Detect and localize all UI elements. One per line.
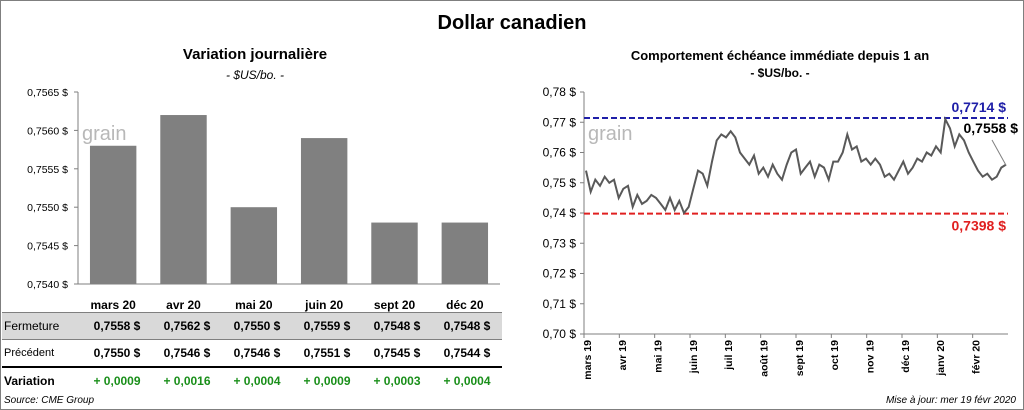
- table-cell: + 0,0003: [373, 374, 421, 388]
- right-chart-title: Comportement échéance immédiate depuis 1…: [630, 48, 930, 63]
- table-row-previous: Précédent 0,7550 $ 0,7546 $ 0,7546 $ 0,7…: [2, 339, 502, 368]
- x-tick-label: mars 20: [90, 298, 136, 312]
- bar: [300, 138, 348, 284]
- y-tick-label: 0,71 $: [543, 297, 577, 311]
- table-cell: 0,7546 $: [222, 339, 292, 368]
- table-row-variation: Variation + 0,0009 + 0,0016 + 0,0004 + 0…: [2, 367, 502, 394]
- table-cell: 0,7548 $: [362, 312, 432, 340]
- left-chart-subtitle: - $US/bo. -: [225, 68, 285, 82]
- y-tick-label: 0,7560 $: [27, 125, 68, 137]
- row-label: Variation: [4, 374, 55, 388]
- y-tick-label: 0,74 $: [543, 206, 577, 220]
- price-table: Fermeture 0,7558 $ 0,7562 $ 0,7550 $ 0,7…: [2, 312, 502, 394]
- table-cell: + 0,0004: [233, 374, 281, 388]
- x-tick-label: janv 20: [935, 340, 947, 377]
- y-tick-label: 0,78 $: [543, 85, 577, 99]
- y-tick-label: 0,73 $: [543, 236, 577, 250]
- high-label: 0,7714 $: [952, 99, 1007, 115]
- y-tick-label: 0,76 $: [543, 146, 577, 160]
- table-cell: + 0,0009: [303, 374, 351, 388]
- table-cell: 0,7562 $: [152, 312, 222, 340]
- y-tick-label: 0,70 $: [543, 327, 577, 341]
- y-tick-label: 0,7565 $: [27, 87, 68, 99]
- y-tick-label: 0,77 $: [543, 115, 577, 129]
- right-line-chart: 0,70 $ 0,71 $ 0,72 $ 0,73 $ 0,74 $ 0,75 $ 0,76…: [543, 85, 1019, 380]
- x-tick-label: sept 19: [794, 340, 806, 376]
- x-tick-label: août 19: [758, 340, 770, 377]
- x-tick-label: sept 20: [374, 298, 416, 312]
- y-tick-label: 0,7540 $: [27, 279, 68, 291]
- y-tick-label: 0,7545 $: [27, 241, 68, 253]
- x-tick-label: déc 20: [446, 298, 484, 312]
- x-tick-label: mai 20: [235, 298, 273, 312]
- bar: [89, 145, 137, 284]
- bar: [441, 222, 489, 284]
- x-tick-label: nov 19: [864, 340, 876, 373]
- last-leader: [991, 139, 1007, 166]
- y-tick-label: 0,7550 $: [27, 202, 68, 214]
- bar: [371, 222, 418, 284]
- x-tick-label: avr 19: [617, 340, 629, 371]
- row-label: Précédent: [2, 339, 82, 368]
- table-cell: 0,7551 $: [292, 339, 362, 368]
- x-tick-label: déc 19: [900, 340, 912, 373]
- x-tick-label: févr 20: [970, 340, 982, 374]
- table-cell: + 0,0004: [443, 374, 491, 388]
- brand-watermark: grain: [82, 123, 126, 145]
- table-row-close: Fermeture 0,7558 $ 0,7562 $ 0,7550 $ 0,7…: [2, 312, 502, 340]
- x-tick-label: juin 19: [688, 340, 700, 374]
- update-note: Mise à jour: mer 19 févr 2020: [885, 395, 1016, 406]
- bar: [230, 207, 278, 284]
- table-cell: 0,7559 $: [292, 312, 362, 340]
- table-cell: 0,7550 $: [82, 339, 152, 368]
- table-cell: 0,7546 $: [152, 339, 222, 368]
- table-cell: 0,7545 $: [362, 339, 432, 368]
- x-tick-label: juil 19: [723, 340, 735, 371]
- brand-watermark: grain: [588, 123, 632, 145]
- low-label: 0,7398 $: [952, 218, 1007, 234]
- y-tick-label: 0,7555 $: [27, 164, 68, 176]
- table-cell: 0,7548 $: [432, 312, 502, 340]
- price-line: [585, 115, 1007, 216]
- table-cell: 0,7558 $: [82, 312, 152, 340]
- page-title: Dollar canadien: [437, 12, 587, 34]
- x-tick-label: mai 19: [652, 340, 664, 373]
- bar: [160, 115, 207, 284]
- source-note: Source: CME Group: [4, 395, 95, 406]
- last-value-label: 0,7558 $: [964, 120, 1019, 136]
- x-tick-label: juin 20: [304, 298, 343, 312]
- y-tick-label: 0,75 $: [543, 176, 577, 190]
- table-cell: 0,7544 $: [432, 339, 502, 368]
- left-chart-title: Variation journalière: [182, 46, 328, 63]
- table-cell: + 0,0016: [163, 374, 211, 388]
- right-chart-subtitle: - $US/bo. -: [750, 66, 810, 80]
- x-tick-label: avr 20: [166, 298, 201, 312]
- table-cell: 0,7550 $: [222, 312, 292, 340]
- table-cell: + 0,0009: [93, 374, 141, 388]
- y-tick-label: 0,72 $: [543, 267, 577, 281]
- row-label: Fermeture: [2, 312, 82, 340]
- x-tick-label: oct 19: [829, 340, 841, 371]
- left-bar-chart: 0,7540 $ 0,7545 $ 0,7550 $ 0,7555 $ 0,7560 $…: [27, 87, 500, 312]
- x-tick-label: mars 19: [582, 340, 594, 380]
